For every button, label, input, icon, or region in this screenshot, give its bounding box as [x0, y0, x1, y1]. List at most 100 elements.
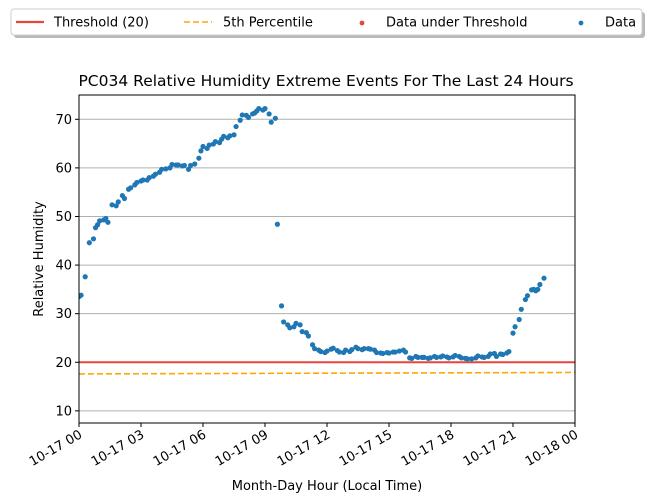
data-point: [233, 123, 239, 130]
data-point: [206, 142, 212, 148]
data-point: [169, 161, 175, 168]
data-point: [380, 350, 386, 357]
data-point: [188, 162, 194, 169]
data-points: [79, 106, 547, 362]
data-point: [185, 166, 192, 172]
data-point: [469, 356, 475, 362]
data-point: [541, 275, 547, 281]
data-point: [452, 352, 458, 359]
y-tick-label: 30: [55, 307, 72, 322]
legend-label: Data: [605, 16, 636, 31]
data-point: [330, 345, 336, 351]
data-point: [516, 316, 522, 323]
data-point: [518, 306, 524, 312]
data-point: [79, 292, 84, 298]
data-point: [386, 350, 392, 356]
data-point: [278, 303, 285, 309]
data-point: [392, 349, 398, 355]
legend-box: [10, 8, 643, 36]
data-point: [163, 166, 169, 172]
data-point: [433, 354, 440, 360]
data-point: [82, 274, 88, 280]
data-point: [181, 162, 187, 169]
data-point: [212, 139, 218, 145]
y-tick-label: 40: [55, 259, 72, 274]
data-point: [152, 171, 159, 177]
data-point: [512, 324, 518, 330]
data-point: [402, 349, 409, 355]
data-point: [192, 161, 198, 167]
data-point: [312, 346, 318, 352]
x-tick-label: 10-17 18: [399, 427, 457, 469]
data-point: [109, 202, 115, 208]
data-point: [297, 322, 303, 328]
data-point: [231, 132, 237, 138]
data-point: [421, 354, 427, 360]
data-point: [349, 347, 355, 353]
y-tick-label: 20: [55, 356, 72, 371]
data-point: [293, 320, 299, 326]
data-point: [510, 330, 516, 336]
data-point: [272, 115, 278, 121]
data-point: [367, 346, 373, 352]
data-point: [374, 349, 380, 356]
y-tick-label: 60: [55, 161, 72, 176]
chart-title: PC034 Relative Humidity Extreme Events F…: [78, 72, 573, 90]
data-point: [343, 347, 349, 353]
data-point: [487, 351, 493, 357]
data-point: [299, 329, 305, 335]
data-point: [336, 349, 342, 355]
data-point: [396, 348, 402, 354]
data-point: [103, 215, 109, 222]
data-point: [200, 143, 206, 150]
y-axis-label: Relative Humidity: [32, 201, 47, 317]
data-point: [446, 355, 452, 361]
legend-label: Threshold (20): [53, 16, 149, 31]
x-tick-label: 10-17 09: [213, 427, 271, 469]
data-point: [175, 162, 181, 168]
data-point: [262, 106, 268, 112]
data-point: [274, 221, 280, 227]
legend-label: Data under Threshold: [386, 16, 527, 31]
x-axis-label: Month-Day Hour (Local Time): [232, 479, 422, 494]
y-tick-label: 70: [55, 113, 72, 128]
data-point: [95, 222, 101, 228]
legend-swatch: [578, 20, 584, 26]
data-point: [256, 106, 262, 112]
data-point: [268, 119, 274, 125]
data-point: [227, 133, 233, 139]
data-point: [198, 148, 204, 154]
y-axis: 10 20 30 40 50 60 70: [55, 113, 79, 419]
x-tick-label: 10-17 12: [275, 427, 333, 469]
legend: Threshold (20) 5th Percentile Data under T…: [10, 8, 645, 38]
y-tick-label: 10: [55, 404, 72, 419]
data-point: [464, 356, 471, 362]
data-point: [113, 203, 119, 209]
data-point: [86, 240, 92, 246]
data-point: [237, 117, 243, 123]
data-point: [524, 293, 531, 299]
data-point: [475, 353, 481, 359]
data-point: [239, 112, 245, 118]
data-point: [493, 353, 500, 360]
x-tick-label: 10-17 03: [89, 427, 147, 469]
data-point: [196, 155, 202, 161]
data-point: [535, 286, 541, 292]
data-point: [309, 342, 316, 348]
data-point: [128, 185, 134, 191]
data-point: [140, 177, 146, 183]
data-point: [105, 219, 111, 225]
data-point: [121, 195, 128, 202]
data-point: [427, 355, 433, 361]
data-point: [305, 333, 311, 339]
x-tick-label: 10-18 00: [523, 427, 581, 469]
data-point: [355, 346, 361, 352]
data-point: [245, 114, 252, 120]
legend-swatch: [359, 20, 365, 26]
x-tick-label: 10-17 21: [461, 427, 519, 469]
data-point: [221, 133, 227, 139]
data-point: [500, 351, 506, 358]
data-point: [146, 175, 152, 181]
data-point: [281, 319, 287, 325]
